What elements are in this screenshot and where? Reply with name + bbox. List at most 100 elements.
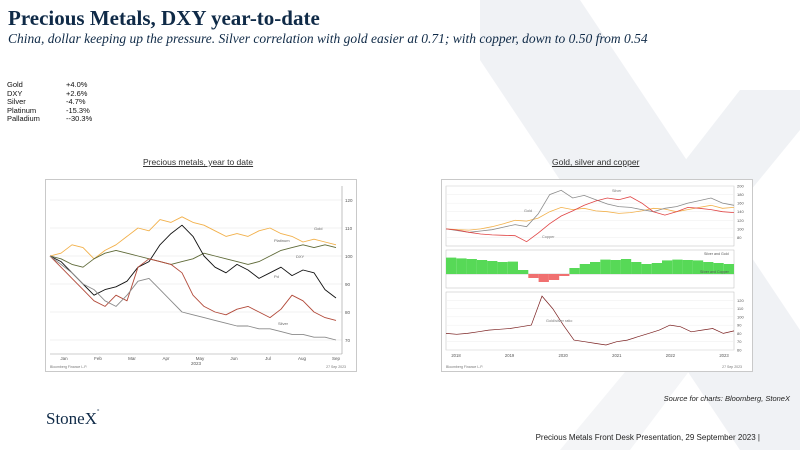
correlation-bar — [703, 262, 714, 274]
page-subtitle: China, dollar keeping up the pressure. S… — [8, 31, 648, 46]
y-tick-label: 140 — [737, 209, 744, 214]
y-tick-label: 60 — [737, 348, 742, 353]
correlation-bar — [620, 259, 632, 274]
precious-metals-chart: 70 80 90 100 110 120 Jan Feb Mar Apr May Jun Jul Aug S… — [49, 186, 353, 369]
series-annotation: Gold — [524, 209, 532, 213]
correlation-bar — [672, 259, 683, 274]
correlation-bar — [487, 261, 498, 274]
y-tick-label: 100 — [737, 226, 744, 231]
x-tick-label: Jul — [265, 356, 271, 361]
performance-row: Silver -4.7% — [7, 98, 92, 107]
correlation-bar — [528, 274, 539, 278]
correlation-label: Silver and Copper — [700, 270, 730, 274]
correlation-bar — [641, 264, 652, 274]
gold-silver-copper-chart: 80 100 120 140 160 180 200 Silver Gold Copper Silv… — [445, 184, 744, 369]
y-tick-label: 100 — [737, 314, 744, 319]
correlation-bar — [476, 260, 488, 274]
silver-price-line — [445, 189, 735, 233]
chart-footer-left: Bloomberg Finance L.P. — [50, 365, 87, 369]
y-tick-label: 80 — [737, 235, 742, 240]
gold-silver-ratio-line — [445, 295, 735, 346]
x-tick-label: May — [196, 356, 205, 361]
performance-change: +2.6% — [66, 88, 88, 98]
x-tick-label: 2020 — [559, 353, 569, 358]
page-title: Precious Metals, DXY year-to-date — [8, 6, 320, 30]
y-tick-label: 180 — [737, 192, 744, 197]
correlation-bar — [600, 259, 611, 274]
correlation-bar — [682, 260, 693, 274]
performance-row: Platinum -15.3% — [7, 105, 92, 116]
correlation-bar — [466, 259, 477, 274]
dxy-series-line — [49, 244, 337, 268]
correlation-bar — [723, 264, 734, 274]
performance-row: Gold +4.0% — [7, 80, 92, 90]
y-tick-label: 160 — [737, 201, 744, 206]
chart-footer-right: 27 Sep 2023 — [722, 365, 742, 369]
gold-silver-copper-chart-panel: 80 100 120 140 160 180 200 Silver Gold Copper Silv… — [441, 179, 753, 372]
y-tick-label: 110 — [737, 306, 744, 311]
source-note: Source for charts: Bloomberg, StoneX — [663, 394, 790, 403]
y-tick-label: 100 — [345, 254, 353, 259]
performance-change: -15.3% — [66, 105, 90, 115]
correlation-label: Silver and Gold — [704, 252, 729, 256]
ratio-panel-frame — [445, 291, 735, 351]
correlation-bar — [446, 257, 457, 274]
gold-series-line — [49, 216, 337, 260]
y-tick-label: 70 — [737, 339, 742, 344]
x-tick-label: Sep — [332, 356, 341, 361]
performance-table: Gold +4.0% DXY +2.6% Silver -4.7% Platinum -15.… — [7, 80, 92, 124]
series-annotation: Silver — [612, 189, 622, 193]
precious-metals-chart-panel: 70 80 90 100 110 120 Jan Feb Mar Apr May Jun Jul Aug S… — [45, 179, 357, 372]
gold-price-line — [445, 204, 735, 231]
performance-change: +4.0% — [66, 80, 88, 89]
chart-footer-right: 27 Sep 2023 — [326, 365, 346, 369]
right-chart-title: Gold, silver and copper — [552, 157, 640, 167]
correlation-bar — [662, 260, 673, 274]
performance-metal: Platinum — [7, 105, 37, 115]
y-tick-label: 70 — [345, 338, 351, 343]
platinum-series-line — [49, 224, 337, 299]
correlation-bar — [590, 262, 601, 274]
series-annotation: Platinum — [274, 238, 290, 243]
y-tick-label: 110 — [345, 226, 353, 231]
x-tick-label: 2018 — [451, 353, 461, 358]
x-tick-label: Jan — [60, 356, 68, 361]
footer-text: Precious Metals Front Desk Presentation,… — [535, 433, 760, 442]
y-tick-label: 90 — [345, 282, 351, 287]
correlation-bar — [579, 264, 590, 274]
left-chart-title: Precious metals, year to date — [143, 157, 254, 167]
x-tick-label: 2019 — [505, 353, 515, 358]
correlation-bar — [497, 262, 508, 274]
copper-price-line — [445, 196, 735, 243]
correlation-bar — [631, 262, 642, 274]
series-annotation: Pd — [274, 274, 279, 279]
y-tick-label: 120 — [737, 298, 744, 303]
correlation-bar — [692, 260, 704, 274]
price-panel-frame — [445, 185, 735, 247]
correlation-bar — [610, 260, 621, 274]
correlation-bar — [559, 274, 570, 276]
performance-row: Palladium --30.3% — [7, 115, 92, 124]
correlation-bar — [456, 258, 467, 274]
performance-metal: Gold — [7, 80, 23, 89]
chart-footer-left: Bloomberg Finance L.P. — [446, 365, 483, 369]
x-group-label: 2023 — [191, 361, 202, 366]
correlation-bar — [538, 274, 549, 282]
y-tick-label: 80 — [737, 331, 742, 336]
x-tick-label: Apr — [162, 356, 170, 361]
performance-metal: Silver — [7, 97, 26, 107]
series-annotation: DXY — [296, 254, 305, 259]
stonex-logo: StoneX° — [46, 409, 100, 428]
y-tick-label: 120 — [737, 218, 744, 223]
correlation-bar — [651, 263, 662, 274]
y-tick-label: 80 — [345, 310, 351, 315]
correlation-bar — [713, 263, 724, 274]
y-tick-label: 200 — [737, 184, 744, 189]
performance-metal: Palladium — [7, 114, 40, 124]
x-tick-label: 2023 — [719, 353, 729, 358]
performance-change: -4.7% — [66, 97, 86, 107]
performance-change: --30.3% — [66, 114, 93, 124]
y-tick-label: 90 — [737, 323, 742, 328]
y-tick-label: 120 — [345, 198, 353, 203]
x-tick-label: Feb — [94, 356, 102, 361]
